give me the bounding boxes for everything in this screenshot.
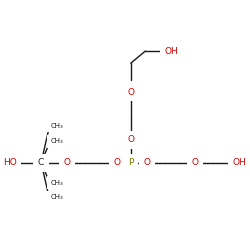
- Text: O: O: [127, 88, 134, 97]
- Text: CH₃: CH₃: [51, 194, 64, 200]
- Text: CH₃: CH₃: [51, 138, 64, 144]
- Text: O: O: [114, 158, 121, 167]
- Text: C: C: [38, 158, 44, 167]
- Text: O: O: [192, 158, 198, 167]
- Text: O: O: [127, 135, 134, 144]
- Text: OH: OH: [165, 46, 178, 56]
- Text: O: O: [63, 158, 70, 167]
- Text: OH: OH: [233, 158, 246, 167]
- Text: HO: HO: [3, 158, 17, 167]
- Text: CH₃: CH₃: [51, 123, 64, 129]
- Text: O: O: [143, 158, 150, 167]
- Text: P: P: [128, 158, 134, 167]
- Text: CH₃: CH₃: [51, 180, 64, 186]
